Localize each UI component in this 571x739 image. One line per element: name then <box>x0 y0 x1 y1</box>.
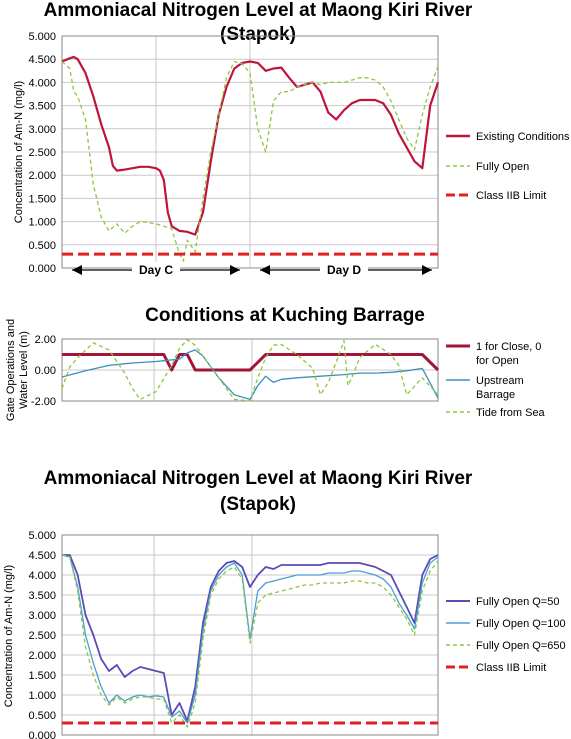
y-tick-label: 2.000 <box>28 650 56 662</box>
chart-2-y-axis-label-line1: Gate Operations and <box>5 319 17 421</box>
day-c-arrow-left <box>72 265 82 275</box>
chart-3-y-tick-labels: 0.000 0.500 1.000 1.500 2.000 2.500 3.000 3.500… <box>28 530 56 739</box>
y-tick-label: 3.000 <box>28 610 56 622</box>
chart-2-series-line-tide-from-sea <box>61 339 439 402</box>
chart-3: Ammoniacal Nitrogen Level at Maong Kiri … <box>3 468 566 739</box>
y-tick-label: 0.500 <box>28 240 56 252</box>
legend-label-tide-from-sea: Tide from Sea <box>476 407 546 419</box>
chart-3-series-line-fully-open-q-650 <box>61 554 439 728</box>
legend-label-q50: Fully Open Q=50 <box>476 596 559 608</box>
chart-1-title-line1: Ammoniacal Nitrogen Level at Maong Kiri … <box>44 0 473 21</box>
y-tick-label: 4.500 <box>28 54 56 66</box>
chart-3-plot-area <box>61 534 439 736</box>
y-tick-label: 5.000 <box>28 31 56 43</box>
legend-label-class-iib-limit-3: Class IIB Limit <box>476 662 546 674</box>
y-tick-label: 3.000 <box>28 124 56 136</box>
chart-2-series-line-1-for-close-0 <box>62 353 440 372</box>
y-tick-label: 3.500 <box>28 101 56 113</box>
chart-1-y-axis-label: Concentration of Am-N (mg/l) <box>13 81 25 223</box>
day-d-arrow-left <box>260 265 270 275</box>
chart-1-series-line-fully-open <box>61 60 439 262</box>
chart-2: Conditions at Kuching Barrage -2.00 0.00 2… <box>5 305 546 421</box>
chart-3-series <box>61 554 439 728</box>
chart-1-series <box>61 55 440 262</box>
chart-3-series-line-fully-open-q-100 <box>61 554 439 724</box>
y-tick-label: 4.000 <box>28 77 56 89</box>
y-tick-label: 0.500 <box>28 710 56 722</box>
y-tick-label: 2.00 <box>35 334 56 346</box>
chart-3-title-line2: (Stapok) <box>220 494 296 515</box>
day-c-label: Day C <box>139 263 173 277</box>
y-tick-label: 1.500 <box>28 193 56 205</box>
y-tick-label: -2.00 <box>31 396 56 408</box>
legend-label-fully-open: Fully Open <box>476 161 529 173</box>
y-tick-label: 2.500 <box>28 630 56 642</box>
legend-label-existing-conditions: Existing Conditions <box>476 131 570 143</box>
day-d-label-bg <box>320 262 368 278</box>
chart-3-title-line1: Ammoniacal Nitrogen Level at Maong Kiri … <box>44 468 473 489</box>
legend-label-upstream-barrage-line1: Upstream <box>476 375 524 387</box>
y-tick-label: 5.000 <box>28 530 56 542</box>
y-tick-label: 1.000 <box>28 217 56 229</box>
y-tick-label: 3.500 <box>28 590 56 602</box>
chart-2-title: Conditions at Kuching Barrage <box>145 305 425 326</box>
day-d-arrow-right <box>422 265 432 275</box>
chart-1-series-line-existing-conditions <box>61 55 440 236</box>
y-tick-label: 0.000 <box>28 730 56 739</box>
y-tick-label: 1.500 <box>28 670 56 682</box>
y-tick-label: 2.500 <box>28 147 56 159</box>
chart-2-y-tick-labels: -2.00 0.00 2.00 <box>31 334 56 408</box>
chart-1-title-line2: (Stapok) <box>220 24 296 45</box>
day-c-label-bg <box>132 262 180 278</box>
y-tick-label: 4.000 <box>28 570 56 582</box>
y-tick-label: 0.00 <box>35 365 56 377</box>
chart-1-y-tick-labels: 0.000 0.500 1.000 1.500 2.000 2.500 3.000 3.500… <box>28 31 56 275</box>
legend-label-q100: Fully Open Q=100 <box>476 618 566 630</box>
y-tick-label: 4.500 <box>28 550 56 562</box>
chart-2-series-line-upstream <box>61 349 439 401</box>
chart-2-series <box>61 339 440 402</box>
legend-label-q650: Fully Open Q=650 <box>476 640 566 652</box>
chart-3-legend: Fully Open Q=50 Fully Open Q=100 Fully O… <box>446 596 566 674</box>
chart-1-annotations: Day C Day D <box>72 262 432 278</box>
chart-2-y-axis-label-line2: Water Level (m) <box>18 331 30 409</box>
y-tick-label: 1.000 <box>28 690 56 702</box>
chart-1: Ammoniacal Nitrogen Level at Maong Kiri … <box>13 0 570 278</box>
chart-3-y-axis-label: Concentration of Am-N (mg/l) <box>3 565 15 707</box>
chart-1-legend: Existing Conditions Fully Open Class IIB… <box>446 131 570 202</box>
chart-1-gridlines <box>62 35 438 269</box>
chart-3-series-line-fully-open-q-50 <box>62 554 439 722</box>
legend-label-upstream-barrage-line2: Barrage <box>476 389 515 401</box>
y-tick-label: 2.000 <box>28 170 56 182</box>
legend-label-class-iib-limit: Class IIB Limit <box>476 190 546 202</box>
y-tick-label: 0.000 <box>28 263 56 275</box>
day-d-label: Day D <box>327 263 361 277</box>
legend-label-gate-operation-line1: 1 for Close, 0 <box>476 341 541 353</box>
day-c-arrow-right <box>230 265 240 275</box>
chart-2-legend: 1 for Close, 0 for Open Upstream Barrage… <box>446 341 546 419</box>
legend-label-gate-operation-line2: for Open <box>476 355 519 367</box>
chart-1-plot-area <box>61 35 439 269</box>
